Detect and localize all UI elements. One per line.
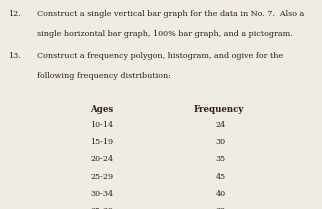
- Text: 32: 32: [216, 207, 226, 209]
- Text: 30: 30: [216, 138, 226, 146]
- Text: 35: 35: [216, 155, 226, 163]
- Text: 13.: 13.: [8, 52, 21, 60]
- Text: 35-39: 35-39: [90, 207, 113, 209]
- Text: Construct a single vertical bar graph for the data in No. 7.  Also a: Construct a single vertical bar graph fo…: [37, 10, 304, 18]
- Text: 25-29: 25-29: [90, 173, 113, 181]
- Text: following frequency distribution:: following frequency distribution:: [37, 72, 171, 80]
- Text: 20-24: 20-24: [90, 155, 113, 163]
- Text: Ages: Ages: [90, 104, 113, 113]
- Text: 12.: 12.: [8, 10, 21, 18]
- Text: 24: 24: [216, 121, 226, 129]
- Text: 15-19: 15-19: [90, 138, 113, 146]
- Text: 45: 45: [216, 173, 226, 181]
- Text: 30-34: 30-34: [90, 190, 113, 198]
- Text: Construct a frequency polygon, histogram, and ogive for the: Construct a frequency polygon, histogram…: [37, 52, 283, 60]
- Text: 40: 40: [216, 190, 226, 198]
- Text: 10-14: 10-14: [90, 121, 113, 129]
- Text: single horizontal bar graph, 100% bar graph, and a pictogram.: single horizontal bar graph, 100% bar gr…: [37, 30, 293, 38]
- Text: Frequency: Frequency: [193, 104, 243, 113]
